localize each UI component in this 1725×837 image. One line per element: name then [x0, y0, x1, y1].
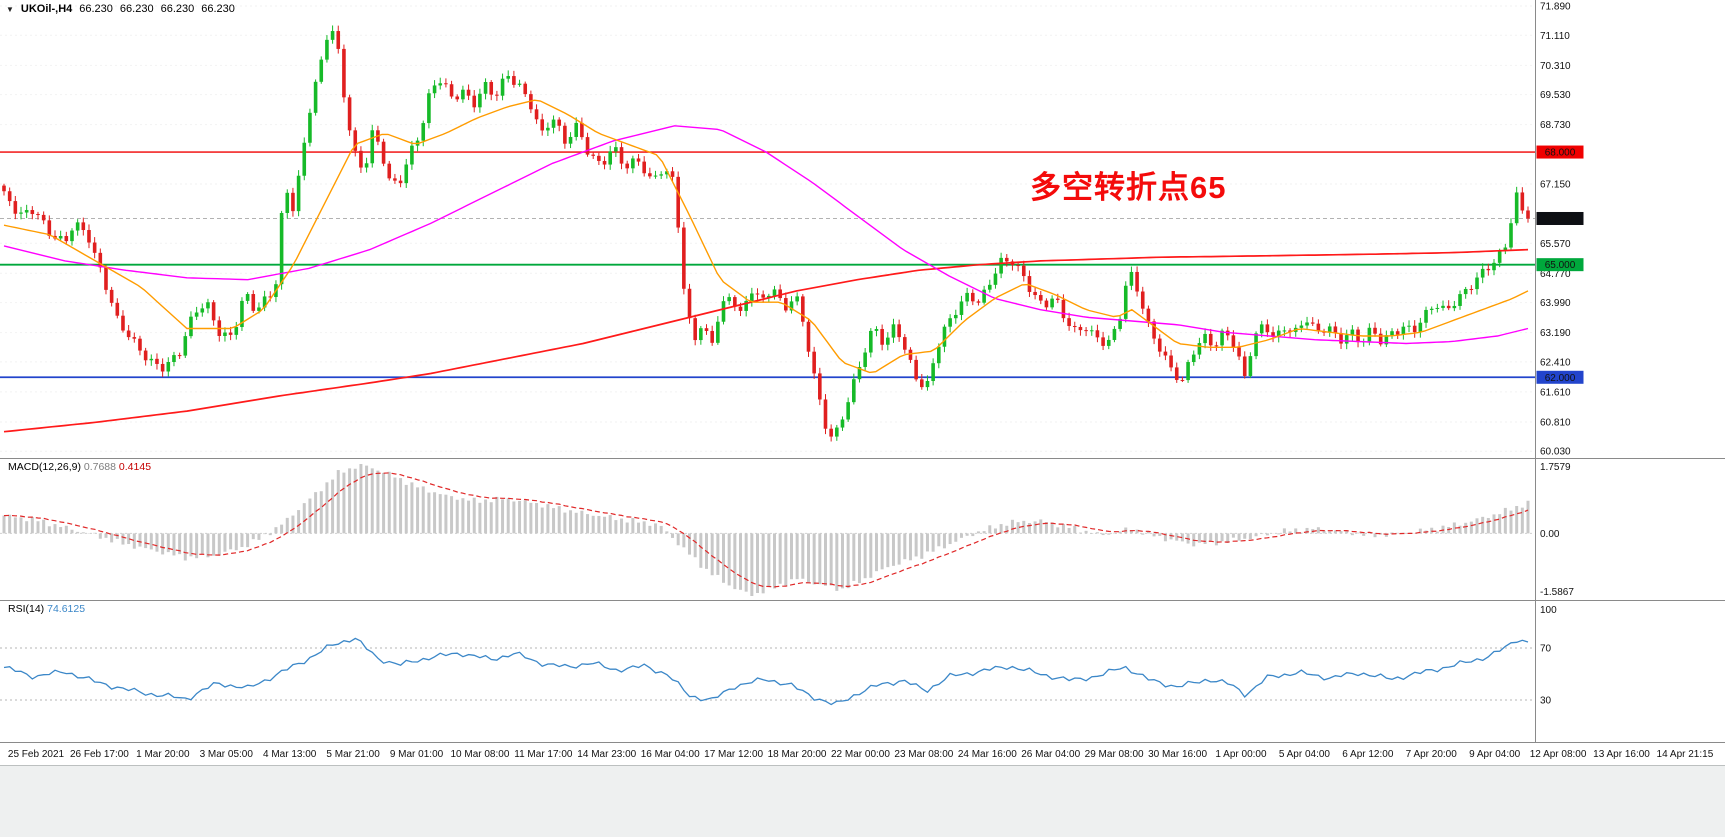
rsi-axis-100: 100: [1540, 605, 1557, 616]
time-axis-label: 14 Mar 23:00: [577, 749, 636, 760]
price-badge-65.000: [1536, 258, 1584, 272]
time-axis-label: 5 Mar 21:00: [326, 749, 380, 760]
ohlc-close-value: 66.230: [201, 3, 235, 15]
macd-axis-min: -1.5867: [1540, 587, 1574, 598]
time-axis-label: 7 Apr 20:00: [1406, 749, 1458, 760]
ma-mid-magenta-line: [3, 125, 1529, 345]
price-axis-label: 60.030: [1540, 447, 1571, 458]
candlestick-series: [2, 25, 1530, 442]
chart-header: ▼ UKOil-,H4 66.230 66.230 66.230 66.230: [6, 3, 235, 15]
time-axis-label: 9 Apr 04:00: [1469, 749, 1521, 760]
time-axis-label: 10 Mar 08:00: [450, 749, 509, 760]
price-badge-68.000: [1536, 145, 1584, 159]
chart-annotation-text[interactable]: 多空转折点65: [1030, 170, 1227, 205]
time-scale[interactable]: 25 Feb 2021 26 Feb 17:00 1 Mar 20:00 3 Mar …: [8, 749, 1714, 760]
ohlc-high-value: 66.230: [119, 3, 154, 15]
time-axis-label: 1 Mar 20:00: [136, 749, 190, 760]
time-axis-label: 13 Apr 16:00: [1593, 749, 1650, 760]
time-axis-label: 14 Apr 21:15: [1657, 749, 1714, 760]
price-badge-62.000: [1536, 370, 1584, 384]
time-axis-label: 5 Apr 04:00: [1279, 749, 1331, 760]
bottom-strip: [0, 765, 1725, 837]
time-axis-label: 12 Apr 08:00: [1530, 749, 1587, 760]
time-axis-label: 26 Feb 17:00: [70, 749, 129, 760]
horizontal-level-lines[interactable]: [0, 151, 1535, 379]
time-axis-label: 24 Mar 16:00: [958, 749, 1017, 760]
rsi-line: [3, 637, 1529, 706]
price-axis-label: 63.190: [1540, 328, 1571, 339]
rsi-axis-30: 30: [1540, 696, 1552, 707]
price-axis-label: 64.770: [1540, 269, 1571, 280]
time-axis-label: 25 Feb 2021: [8, 749, 65, 760]
time-axis-label: 23 Mar 08:00: [894, 749, 953, 760]
rsi-value: 74.6125: [47, 603, 86, 615]
macd-signal-value: 0.4145: [118, 461, 152, 473]
price-badge-text: 66.230: [1545, 214, 1576, 225]
price-axis-label: 70.310: [1540, 61, 1571, 72]
time-axis-label: 3 Mar 05:00: [200, 749, 254, 760]
price-axis-label: 62.410: [1540, 357, 1571, 368]
price-axis-label: 71.890: [1540, 2, 1571, 13]
price-axis-label: 61.610: [1540, 387, 1571, 398]
rsi-axis-70: 70: [1540, 644, 1552, 655]
price-scale[interactable]: 71.890 71.110 70.310 69.530 68.730 67.150 65.5…: [1536, 2, 1584, 707]
ohlc-open-value: 66.230: [79, 3, 113, 15]
dropdown-triangle-icon[interactable]: ▼: [6, 4, 14, 14]
macd-signal-line: [3, 472, 1529, 588]
macd-axis-zero: 0.00: [1540, 529, 1560, 540]
symbol-period-label: UKOil-,H4: [20, 3, 73, 15]
chart-canvas[interactable]: 71.890 71.110 70.310 69.530 68.730 67.150 65.5…: [0, 0, 1725, 765]
time-axis-label: 26 Mar 04:00: [1021, 749, 1080, 760]
time-axis-label: 9 Mar 01:00: [390, 749, 444, 760]
ohlc-low-value: 66.230: [160, 3, 195, 15]
price-axis-label: 65.570: [1540, 239, 1571, 250]
time-axis-label: 17 Mar 12:00: [704, 749, 763, 760]
price-axis-label: 68.730: [1540, 120, 1571, 131]
price-badge-text: 65.000: [1545, 260, 1576, 271]
time-axis-label: 29 Mar 08:00: [1085, 749, 1144, 760]
price-badge-text: 68.000: [1545, 148, 1576, 159]
rsi-name: RSI(14): [8, 603, 45, 615]
ma-slow-red-line: [3, 248, 1529, 433]
price-badge-66.230: [1536, 211, 1584, 225]
time-axis-label: 4 Mar 13:00: [263, 749, 317, 760]
ma-fast-orange-line: [3, 99, 1529, 374]
time-axis-label: 22 Mar 00:00: [831, 749, 890, 760]
rsi-indicator-label: RSI(14) 74.6125: [8, 603, 85, 615]
macd-axis-max: 1.7579: [1540, 462, 1571, 473]
macd-indicator-label: MACD(12,26,9) 0.7688 0.4145: [8, 461, 151, 473]
price-axis-label: 63.990: [1540, 298, 1571, 309]
price-gridlines: [0, 5, 1535, 452]
time-axis-label: 30 Mar 16:00: [1148, 749, 1207, 760]
time-axis-label: 6 Apr 12:00: [1342, 749, 1394, 760]
macd-panel: [0, 464, 1535, 596]
moving-average-lines: [3, 99, 1529, 433]
time-axis-label: 16 Mar 04:00: [641, 749, 700, 760]
price-axis-label: 69.530: [1540, 90, 1571, 101]
time-axis-label: 18 Mar 20:00: [768, 749, 827, 760]
price-badge-text: 62.000: [1545, 373, 1576, 384]
macd-name: MACD(12,26,9): [8, 461, 81, 473]
price-axis-label: 67.150: [1540, 179, 1571, 190]
price-axis-label: 60.810: [1540, 417, 1571, 428]
panel-separators: [0, 0, 1725, 743]
rsi-panel: [0, 637, 1535, 706]
time-axis-label: 1 Apr 00:00: [1215, 749, 1267, 760]
price-axis-label: 71.110: [1540, 31, 1570, 42]
macd-main-value: 0.7688: [83, 461, 116, 473]
time-axis-label: 11 Mar 17:00: [514, 749, 573, 760]
